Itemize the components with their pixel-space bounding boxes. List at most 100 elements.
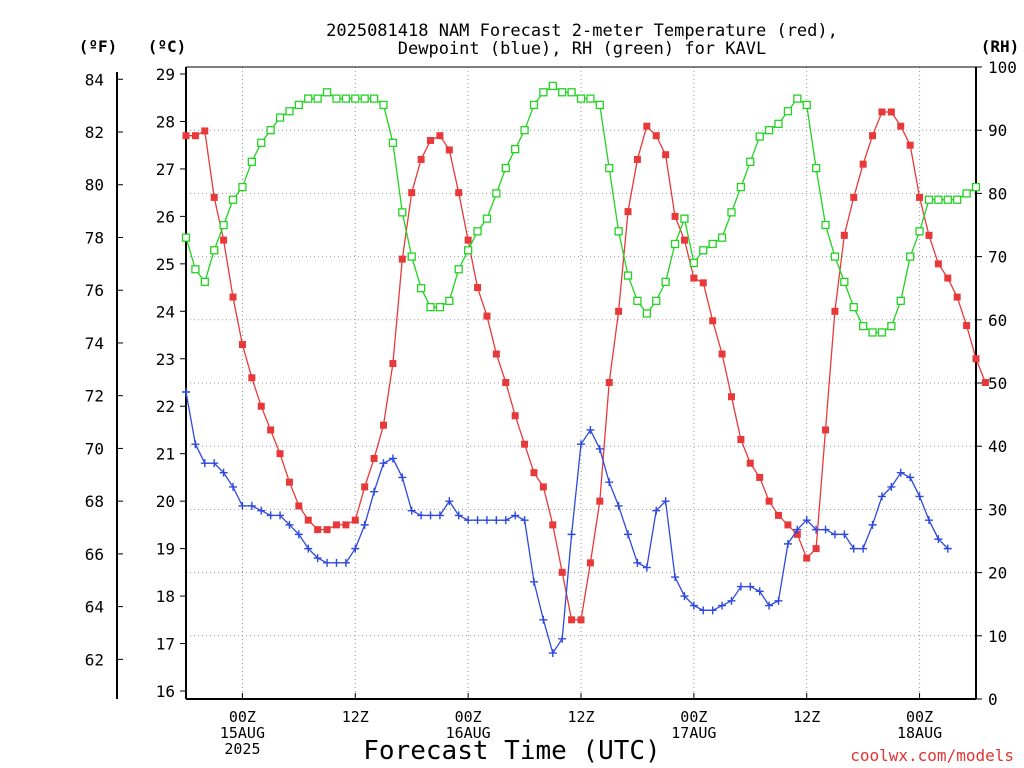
temperature-point bbox=[934, 260, 942, 268]
fahrenheit-unit-label: (ºF) bbox=[79, 37, 118, 56]
temperature-point bbox=[981, 379, 989, 386]
axes bbox=[116, 66, 982, 700]
dewpoint-point bbox=[435, 511, 444, 520]
x-tick-label: 12Z bbox=[342, 708, 369, 726]
dewpoint-point bbox=[727, 596, 736, 605]
temperature-point bbox=[812, 545, 820, 553]
celsius-unit-label: (ºC) bbox=[148, 37, 187, 56]
celsius-tick-label: 21 bbox=[156, 445, 175, 464]
temperature-point bbox=[953, 293, 961, 301]
dewpoint-point bbox=[200, 459, 209, 468]
rh-tick-label: 60 bbox=[988, 311, 1007, 330]
rh-point bbox=[529, 100, 539, 110]
dewpoint-point bbox=[605, 478, 614, 487]
dewpoint-point bbox=[877, 492, 886, 501]
dewpoint-point bbox=[379, 459, 388, 468]
dewpoint-point bbox=[718, 601, 727, 610]
dewpoint-point bbox=[257, 506, 266, 515]
temperature-point bbox=[295, 502, 303, 510]
dewpoint-point bbox=[577, 440, 585, 449]
dewpoint-point bbox=[708, 606, 717, 615]
temperature-point bbox=[332, 521, 340, 529]
dewpoint-point bbox=[614, 501, 623, 510]
temperature-point bbox=[276, 450, 284, 458]
dewpoint-point bbox=[736, 582, 745, 591]
rh-point bbox=[219, 220, 228, 230]
dewpoint-point bbox=[624, 530, 633, 539]
temperature-point bbox=[878, 108, 886, 116]
temperature-point bbox=[709, 317, 717, 325]
temperature-point bbox=[765, 497, 773, 505]
rh-point bbox=[341, 94, 351, 103]
dewpoint-point bbox=[548, 649, 557, 658]
temperature-point bbox=[238, 341, 246, 349]
rh-point bbox=[445, 296, 454, 305]
temperature-point bbox=[906, 141, 914, 149]
fahrenheit-tick-label: 64 bbox=[85, 598, 104, 617]
dewpoint-point bbox=[511, 511, 520, 520]
fahrenheit-tick-label: 76 bbox=[85, 281, 104, 300]
rh-point bbox=[558, 88, 567, 97]
dewpoint-point bbox=[407, 506, 416, 515]
fahrenheit-tick-label: 74 bbox=[85, 334, 104, 353]
dewpoint-point bbox=[755, 587, 764, 596]
rh-tick-label: 50 bbox=[988, 374, 1007, 393]
temperature-point bbox=[380, 421, 387, 429]
dewpoint-point bbox=[323, 558, 332, 567]
x-tick-label: 17AUG bbox=[671, 724, 716, 742]
rh-point bbox=[595, 100, 604, 110]
rh-point bbox=[689, 258, 699, 268]
temperature-point bbox=[586, 559, 594, 567]
temperature-point bbox=[671, 212, 679, 220]
dewpoint-point bbox=[661, 497, 670, 506]
temperature-point bbox=[558, 568, 566, 576]
dewpoint-point bbox=[454, 511, 463, 520]
rh-point bbox=[200, 277, 209, 287]
dewpoint-point bbox=[417, 511, 426, 520]
temperature-point bbox=[342, 521, 350, 529]
rh-unit-label: (RH) bbox=[981, 37, 1020, 56]
temperature-point bbox=[427, 136, 435, 144]
dewpoint-point bbox=[351, 544, 360, 553]
tick-labels: 16 17 18 19 20 21 22 23 24 25 26 27 28 29 62 64 66 68 70 72… bbox=[85, 58, 1017, 758]
rh-point bbox=[379, 100, 388, 110]
chart-title-line-2: Dewpoint (blue), RH (green) for KAVL bbox=[398, 39, 766, 59]
dewpoint-point bbox=[840, 530, 849, 539]
dewpoint-point bbox=[802, 516, 811, 525]
rh-point bbox=[962, 189, 971, 198]
rh-point bbox=[614, 227, 623, 236]
rh-point bbox=[755, 132, 764, 141]
dewpoint-point bbox=[934, 535, 943, 544]
rh-point bbox=[228, 195, 238, 204]
temperature-point bbox=[596, 497, 604, 505]
temperature-point bbox=[972, 355, 980, 363]
rh-tick-label: 80 bbox=[988, 184, 1007, 203]
rh-point bbox=[247, 157, 256, 166]
fahrenheit-tick-label: 84 bbox=[85, 70, 104, 89]
rh-point bbox=[520, 126, 529, 135]
rh-point bbox=[680, 214, 689, 223]
fahrenheit-tick-label: 66 bbox=[85, 545, 104, 564]
temperature-point bbox=[822, 426, 830, 434]
rh-point bbox=[642, 309, 651, 318]
dewpoint-point bbox=[765, 601, 774, 610]
rh-point bbox=[717, 233, 727, 242]
fahrenheit-tick-label: 82 bbox=[85, 123, 104, 142]
dewpoint-line bbox=[185, 391, 949, 655]
temperature-point bbox=[417, 155, 425, 163]
rh-point bbox=[275, 113, 285, 122]
dewpoint-point bbox=[830, 530, 839, 539]
rh-point bbox=[313, 94, 322, 103]
rh-point bbox=[473, 227, 482, 236]
rh-point bbox=[896, 296, 905, 305]
rh-point bbox=[830, 252, 840, 261]
dewpoint-point bbox=[915, 492, 924, 501]
rh-point bbox=[840, 277, 849, 287]
temperature-point bbox=[887, 108, 895, 116]
credit-text: coolwx.com/models bbox=[850, 746, 1014, 765]
rh-point bbox=[567, 88, 576, 97]
celsius-tick-label: 23 bbox=[156, 350, 175, 369]
x-tick-label: 00Z bbox=[455, 708, 482, 726]
rh-point bbox=[915, 227, 924, 236]
